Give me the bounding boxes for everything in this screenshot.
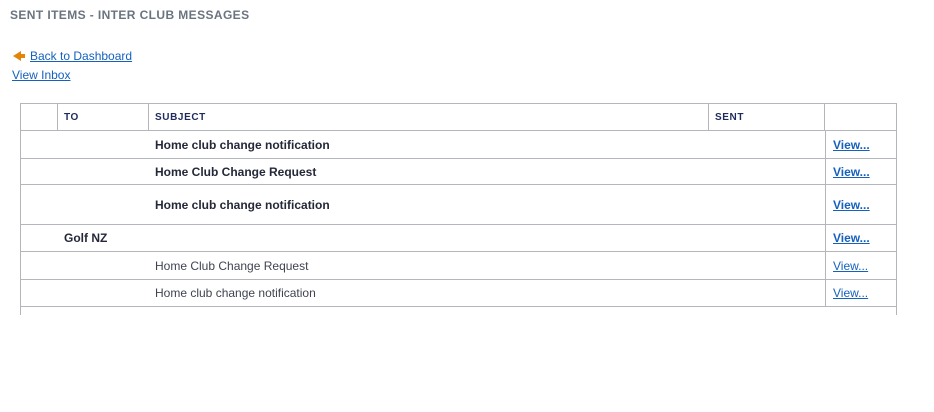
row-subject-cell: Home club change notification: [155, 197, 330, 212]
row-to-cell: Golf NZ: [64, 231, 108, 245]
row-to-cell: [58, 185, 149, 224]
back-to-dashboard[interactable]: Back to Dashboard: [13, 49, 132, 63]
table-next-row-fragment: [20, 307, 897, 315]
header-view-column: [825, 104, 896, 130]
row-select-cell: [21, 225, 58, 251]
row-subject-cell: Home Club Change Request: [155, 258, 309, 273]
header-to: TO: [58, 104, 149, 130]
view-inbox-link[interactable]: View Inbox: [12, 68, 71, 82]
row-view-cell: View...: [825, 159, 896, 184]
view-message-link[interactable]: View...: [833, 231, 870, 245]
back-to-dashboard-link[interactable]: Back to Dashboard: [30, 49, 133, 63]
back-arrow-head: [13, 51, 21, 61]
back-arrow-icon: [13, 51, 25, 61]
table-row: Home club change notification View...: [20, 131, 897, 159]
row-to-cell: [58, 131, 149, 158]
view-message-link[interactable]: View...: [833, 286, 869, 300]
row-sent-cell: [709, 252, 825, 279]
view-message-link[interactable]: View...: [833, 164, 870, 179]
sent-messages-table: TO SUBJECT SENT Home club change notific…: [20, 103, 897, 315]
table-row: Home Club Change Request View...: [20, 159, 897, 185]
row-to-cell: [58, 252, 149, 279]
row-sent-cell: [709, 280, 825, 306]
table-row: Golf NZ View...: [20, 225, 897, 252]
header-subject: SUBJECT: [149, 104, 709, 130]
table-header-row: TO SUBJECT SENT: [20, 103, 897, 131]
view-message-link[interactable]: View...: [833, 197, 870, 212]
row-select-cell: [21, 280, 58, 306]
row-sent-cell: [709, 185, 825, 224]
row-subject-cell: [149, 225, 709, 251]
row-view-cell: View...: [825, 131, 896, 158]
row-to-cell: [58, 159, 149, 184]
row-subject-cell: Home club change notification: [155, 286, 316, 300]
back-arrow-tail: [21, 54, 25, 58]
row-view-cell: View...: [825, 252, 896, 279]
header-sent: SENT: [709, 104, 825, 130]
header-select-column: [21, 104, 58, 130]
row-sent-cell: [709, 159, 825, 184]
table-row: Home club change notification View...: [20, 185, 897, 225]
row-view-cell: View...: [825, 225, 896, 251]
row-select-cell: [21, 159, 58, 184]
row-subject-cell: Home Club Change Request: [155, 164, 317, 179]
view-message-link[interactable]: View...: [833, 137, 870, 152]
table-row: Home club change notification View...: [20, 280, 897, 307]
row-view-cell: View...: [825, 185, 896, 224]
row-select-cell: [21, 185, 58, 224]
row-view-cell: View...: [825, 280, 896, 306]
table-row: Home Club Change Request View...: [20, 252, 897, 280]
view-message-link[interactable]: View...: [833, 258, 869, 273]
page-title: SENT ITEMS - INTER CLUB MESSAGES: [10, 8, 250, 22]
row-sent-cell: [709, 225, 825, 251]
row-subject-cell: Home club change notification: [155, 137, 330, 152]
row-select-cell: [21, 252, 58, 279]
row-to-cell: [58, 280, 149, 306]
row-select-cell: [21, 131, 58, 158]
row-sent-cell: [709, 131, 825, 158]
